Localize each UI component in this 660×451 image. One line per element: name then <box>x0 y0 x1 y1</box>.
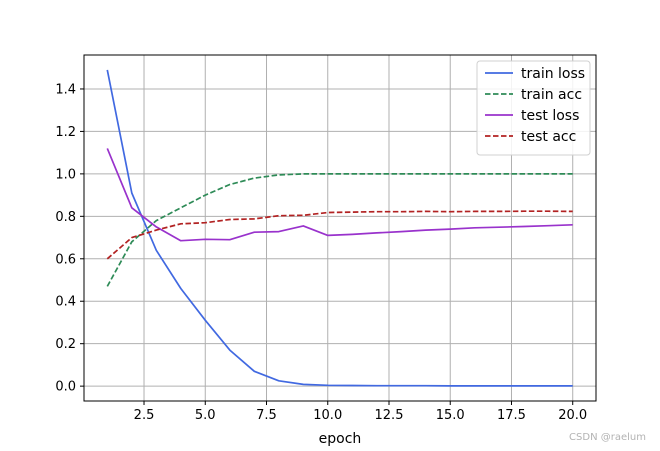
series-line-train-loss <box>106 69 573 387</box>
legend-entry: test loss <box>521 108 579 124</box>
series-line-test-loss <box>106 148 573 242</box>
axis-ticks: 2.5 5.0 7.5 10.0 12.5 15.0 17.5 20.0 0.0 0.2 0.4 0.… <box>55 82 587 423</box>
y-tick-label: 0.6 <box>55 252 76 267</box>
series-lines <box>106 69 573 387</box>
plot-frame <box>83 54 597 402</box>
series-line-test-acc <box>106 210 573 260</box>
legend-entry: train loss <box>521 66 585 82</box>
y-tick-label: 0.2 <box>55 337 76 352</box>
x-tick-label: 5.0 <box>195 408 216 423</box>
watermark: CSDN @raelum <box>569 432 646 443</box>
legend-entry: train acc <box>521 87 582 103</box>
y-tick-label: 0.0 <box>55 380 76 395</box>
legend: train loss train acc test loss test acc <box>476 60 591 156</box>
x-tick-label: 10.0 <box>313 408 342 423</box>
y-tick-label: 1.0 <box>55 167 76 182</box>
legend-entry: test acc <box>521 129 576 145</box>
y-tick-label: 1.2 <box>55 125 76 140</box>
y-tick-label: 1.4 <box>55 82 76 97</box>
x-tick-label: 17.5 <box>497 408 526 423</box>
y-tick-label: 0.4 <box>55 295 76 310</box>
series-line-train-acc <box>106 173 573 287</box>
legend-box <box>476 60 591 156</box>
y-tick-label: 0.8 <box>55 210 76 225</box>
x-tick-label: 12.5 <box>375 408 404 423</box>
x-tick-label: 20.0 <box>558 408 587 423</box>
x-tick-label: 15.0 <box>436 408 465 423</box>
x-tick-label: 2.5 <box>134 408 155 423</box>
x-tick-label: 7.5 <box>256 408 277 423</box>
x-axis-label: epoch <box>319 431 362 447</box>
